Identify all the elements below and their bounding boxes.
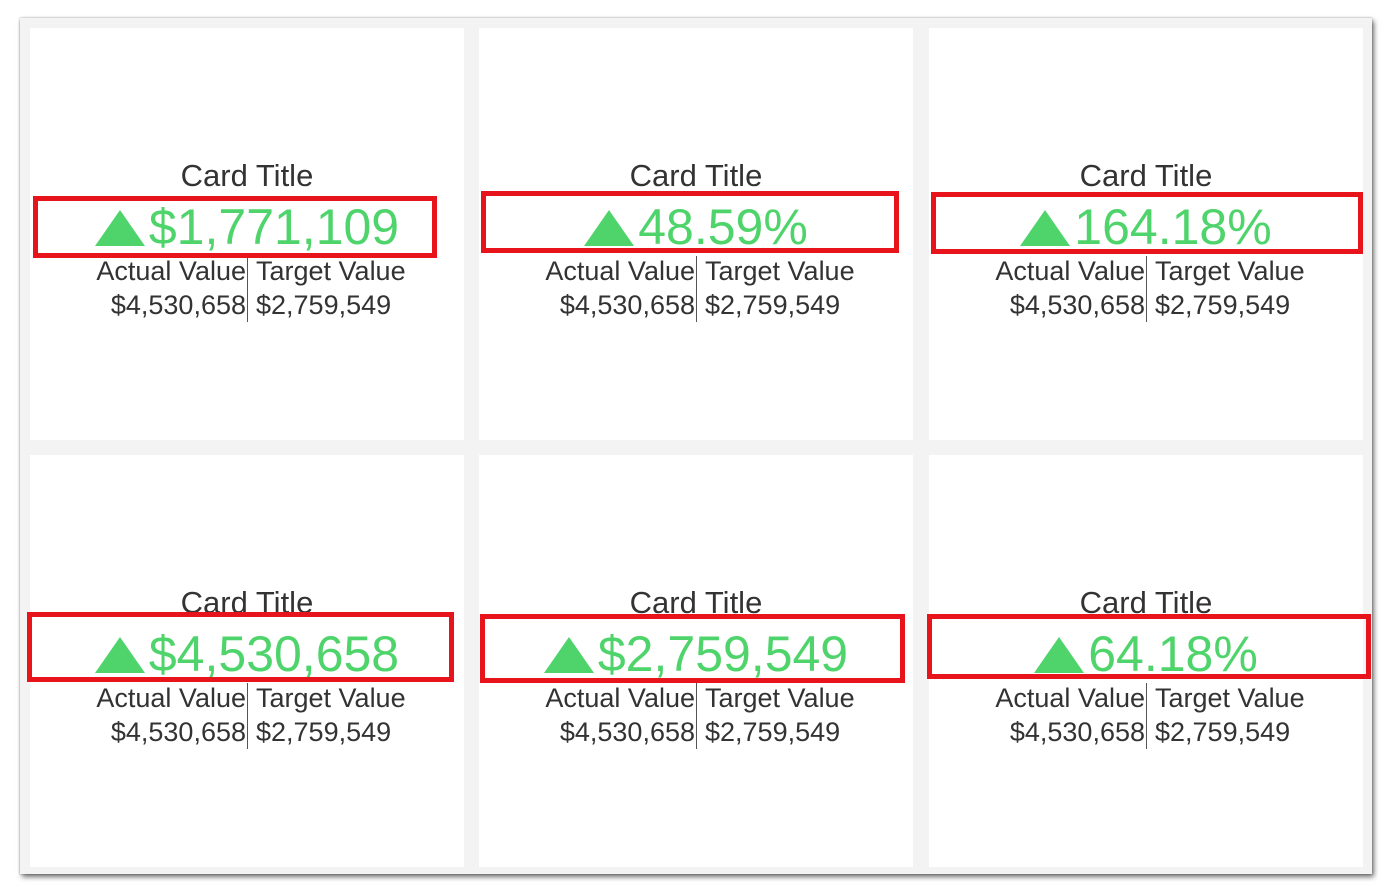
kpi-value: $4,530,658 bbox=[148, 626, 400, 682]
actual-label: Actual Value bbox=[545, 683, 695, 713]
actual-value: $4,530,658 bbox=[110, 717, 246, 747]
target-column: Target Value $2,759,549 bbox=[256, 681, 466, 749]
actual-value: $4,530,658 bbox=[559, 717, 695, 747]
kpi-value: 64.18% bbox=[1088, 626, 1258, 682]
kpi-value-row: 48.59% bbox=[479, 198, 913, 256]
target-column: Target Value $2,759,549 bbox=[705, 254, 915, 322]
kpi-value-row: 64.18% bbox=[929, 625, 1363, 683]
triangle-up-icon bbox=[1020, 210, 1071, 246]
target-value: $2,759,549 bbox=[256, 290, 392, 320]
kpi-value: 164.18% bbox=[1074, 199, 1272, 255]
comparison-block: Actual Value $4,530,658 Target Value $2,… bbox=[479, 254, 913, 324]
target-value: $2,759,549 bbox=[1155, 290, 1291, 320]
highlight-box bbox=[927, 614, 1371, 679]
target-value: $2,759,549 bbox=[705, 717, 841, 747]
actual-column: Actual Value $4,530,658 bbox=[485, 254, 695, 322]
comparison-block: Actual Value $4,530,658 Target Value $2,… bbox=[30, 254, 464, 324]
comparison-block: Actual Value $4,530,658 Target Value $2,… bbox=[479, 681, 913, 751]
actual-column: Actual Value $4,530,658 bbox=[36, 681, 246, 749]
highlight-box bbox=[480, 614, 905, 683]
column-divider bbox=[1146, 256, 1147, 322]
actual-label: Actual Value bbox=[995, 256, 1145, 286]
actual-label: Actual Value bbox=[545, 256, 695, 286]
column-divider bbox=[1146, 683, 1147, 749]
kpi-card[interactable]: Card Title 64.18% Actual Value $4,530,65… bbox=[927, 455, 1371, 867]
column-divider bbox=[696, 256, 697, 322]
actual-label: Actual Value bbox=[96, 683, 246, 713]
dashboard-frame: Card Title $1,771,109 Actual Value $4,53… bbox=[20, 18, 1372, 874]
target-label: Target Value bbox=[705, 683, 855, 713]
comparison-block: Actual Value $4,530,658 Target Value $2,… bbox=[929, 681, 1363, 751]
triangle-up-icon bbox=[94, 637, 145, 673]
target-column: Target Value $2,759,549 bbox=[1155, 254, 1365, 322]
kpi-value: 48.59% bbox=[638, 199, 808, 255]
target-value: $2,759,549 bbox=[705, 290, 841, 320]
target-value: $2,759,549 bbox=[256, 717, 392, 747]
card-title: Card Title bbox=[1079, 158, 1213, 193]
target-label: Target Value bbox=[256, 683, 406, 713]
highlight-box bbox=[33, 196, 437, 258]
highlight-box bbox=[481, 191, 899, 253]
target-label: Target Value bbox=[1155, 683, 1305, 713]
actual-value: $4,530,658 bbox=[559, 290, 695, 320]
actual-column: Actual Value $4,530,658 bbox=[485, 681, 695, 749]
triangle-up-icon bbox=[543, 637, 594, 673]
comparison-block: Actual Value $4,530,658 Target Value $2,… bbox=[30, 681, 464, 751]
highlight-box bbox=[931, 192, 1363, 254]
kpi-value-row: $1,771,109 bbox=[30, 198, 464, 256]
triangle-up-icon bbox=[94, 210, 145, 246]
actual-label: Actual Value bbox=[96, 256, 246, 286]
kpi-value: $2,759,549 bbox=[597, 626, 849, 682]
kpi-card[interactable]: Card Title $4,530,658 Actual Value $4,53… bbox=[27, 455, 464, 867]
actual-value: $4,530,658 bbox=[110, 290, 246, 320]
column-divider bbox=[696, 683, 697, 749]
kpi-value-row: $2,759,549 bbox=[479, 625, 913, 683]
kpi-card[interactable]: Card Title 164.18% Actual Value $4,530,6… bbox=[929, 28, 1363, 440]
kpi-value: $1,771,109 bbox=[148, 199, 400, 255]
actual-column: Actual Value $4,530,658 bbox=[36, 254, 246, 322]
target-column: Target Value $2,759,549 bbox=[1155, 681, 1365, 749]
card-title: Card Title bbox=[180, 158, 314, 193]
kpi-card[interactable]: Card Title $1,771,109 Actual Value $4,53… bbox=[30, 28, 464, 440]
target-value: $2,759,549 bbox=[1155, 717, 1291, 747]
actual-value: $4,530,658 bbox=[1009, 717, 1145, 747]
triangle-up-icon bbox=[1034, 637, 1085, 673]
target-label: Target Value bbox=[256, 256, 406, 286]
column-divider bbox=[247, 256, 248, 322]
target-label: Target Value bbox=[705, 256, 855, 286]
card-title: Card Title bbox=[629, 158, 763, 193]
kpi-card[interactable]: Card Title 48.59% Actual Value $4,530,65… bbox=[479, 28, 913, 440]
target-label: Target Value bbox=[1155, 256, 1305, 286]
kpi-value-row: 164.18% bbox=[929, 198, 1363, 256]
highlight-box bbox=[27, 612, 454, 682]
target-column: Target Value $2,759,549 bbox=[705, 681, 915, 749]
actual-column: Actual Value $4,530,658 bbox=[935, 254, 1145, 322]
kpi-value-row: $4,530,658 bbox=[30, 625, 464, 683]
actual-column: Actual Value $4,530,658 bbox=[935, 681, 1145, 749]
column-divider bbox=[247, 683, 248, 749]
actual-label: Actual Value bbox=[995, 683, 1145, 713]
kpi-card[interactable]: Card Title $2,759,549 Actual Value $4,53… bbox=[479, 455, 913, 867]
actual-value: $4,530,658 bbox=[1009, 290, 1145, 320]
target-column: Target Value $2,759,549 bbox=[256, 254, 466, 322]
triangle-up-icon bbox=[584, 210, 635, 246]
comparison-block: Actual Value $4,530,658 Target Value $2,… bbox=[929, 254, 1363, 324]
